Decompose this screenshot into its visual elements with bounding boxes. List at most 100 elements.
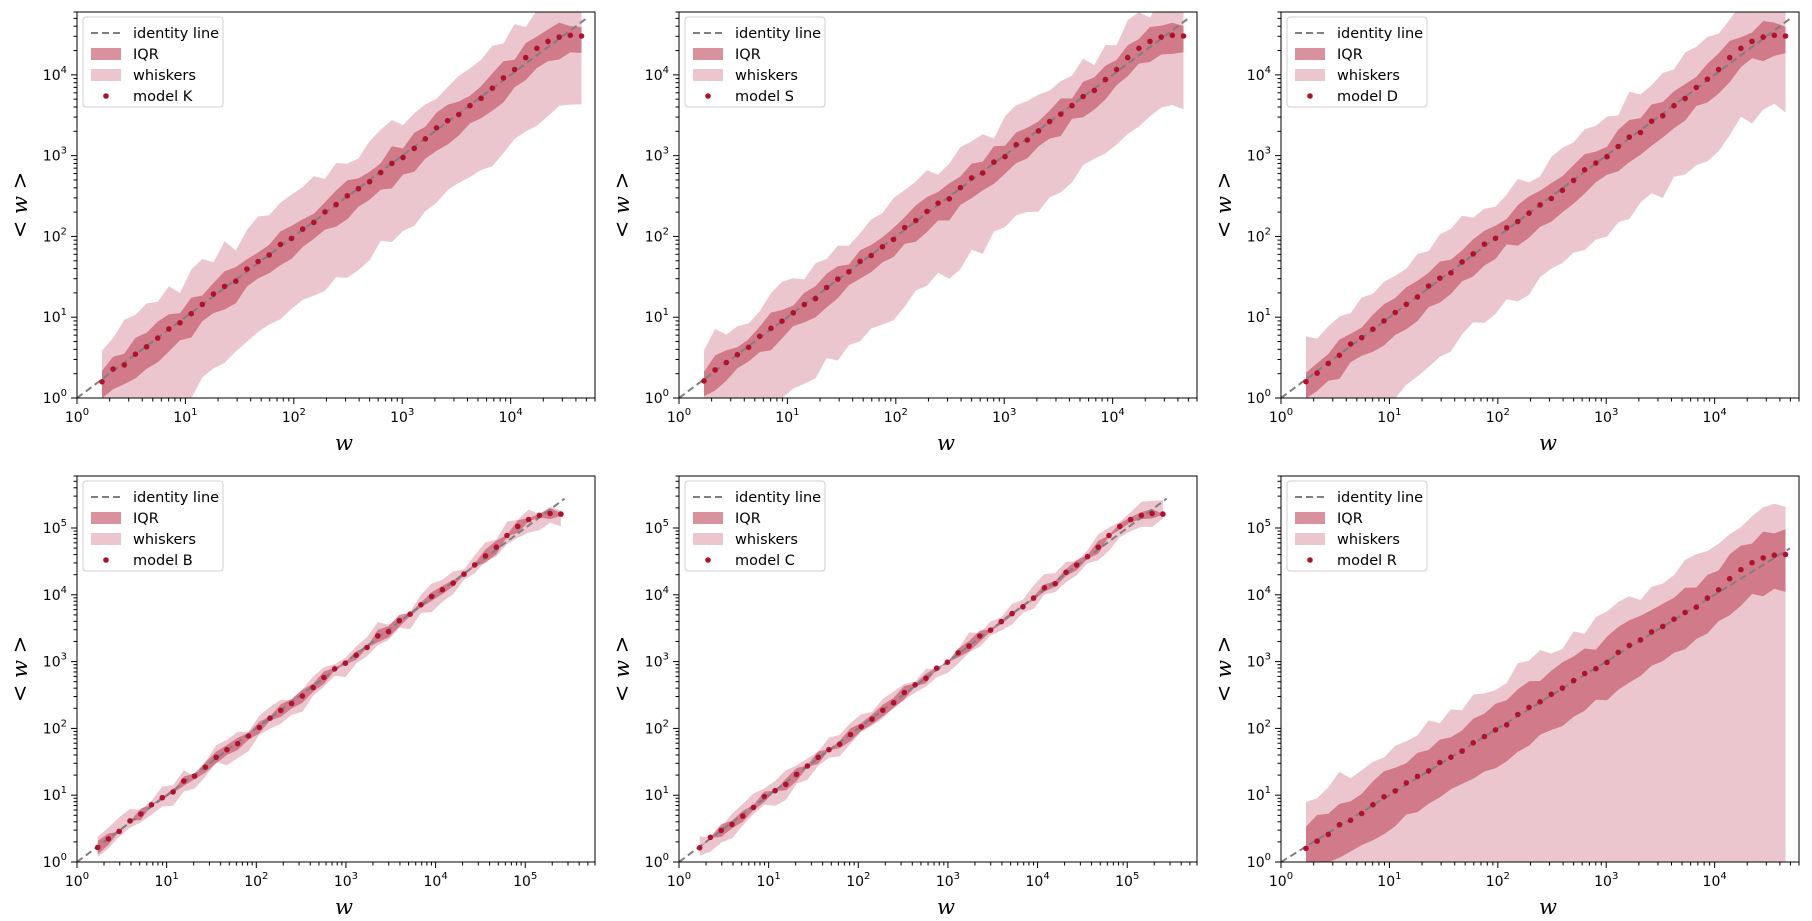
legend-whiskers-swatch: [693, 69, 723, 81]
data-point: [1358, 810, 1365, 817]
data-point: [1548, 195, 1555, 202]
data-point: [578, 33, 585, 39]
iqr-band: [699, 509, 1163, 849]
data-point: [159, 794, 166, 801]
data-point: [1347, 341, 1354, 347]
data-point: [1063, 569, 1069, 576]
plot-area: [1281, 12, 1791, 398]
data-point: [450, 580, 457, 586]
data-point: [991, 159, 997, 165]
data-point: [245, 733, 252, 739]
data-point: [1030, 595, 1037, 601]
axes-frame: [76, 475, 596, 863]
legend-entry: model D: [1337, 89, 1398, 105]
legend-box: [1286, 16, 1428, 108]
data-point: [847, 731, 854, 738]
data-point: [1024, 137, 1031, 143]
axes-frame: [1280, 475, 1800, 863]
data-point: [234, 740, 241, 747]
data-point: [1058, 111, 1064, 117]
data-point: [1738, 566, 1744, 573]
legend-entry: identity line: [133, 26, 219, 42]
data-point: [696, 845, 703, 851]
data-point: [256, 724, 263, 731]
data-point: [121, 362, 128, 368]
x-tick-label: 100: [667, 407, 691, 426]
data-point: [1325, 360, 1332, 367]
data-point: [1470, 740, 1476, 746]
legend-entry: model B: [133, 553, 193, 569]
x-tick-label: 104: [1703, 871, 1727, 890]
data-point: [1704, 595, 1711, 601]
data-point: [1392, 788, 1398, 794]
y-tick-label: 100: [1247, 852, 1271, 871]
data-point: [331, 666, 338, 672]
data-point: [1648, 118, 1655, 124]
data-point: [127, 818, 133, 824]
data-point: [366, 178, 373, 185]
data-point: [255, 258, 261, 265]
data-point: [1515, 218, 1521, 225]
data-point: [1470, 251, 1476, 257]
data-point: [511, 66, 518, 73]
legend-entry: whiskers: [133, 532, 196, 548]
data-point: [94, 844, 101, 851]
data-point: [342, 660, 349, 666]
plot-area: [679, 12, 1189, 398]
panel-model-B: 100 101 102 103 104 105 100 101 102 103 104 105 w < w…: [8, 475, 596, 919]
legend: identity line IQR whiskers model D: [1286, 16, 1428, 108]
y-tick-label: 104: [645, 65, 669, 84]
legend-box: [684, 480, 826, 572]
data-point: [525, 516, 532, 523]
data-point: [1660, 112, 1666, 119]
data-point: [1180, 33, 1187, 39]
y-tick-label: 101: [43, 785, 67, 804]
data-point: [224, 746, 230, 753]
data-point: [823, 284, 830, 291]
y-tick-label: 102: [43, 226, 67, 245]
data-point: [407, 611, 413, 617]
x-tick-label: 100: [65, 407, 89, 426]
legend-entry: identity line: [1337, 490, 1423, 506]
x-tick-label: 100: [1269, 407, 1293, 426]
data-point: [890, 236, 897, 243]
data-point: [233, 278, 239, 285]
data-point: [1570, 177, 1577, 184]
data-point: [1370, 326, 1376, 333]
data-point: [1113, 66, 1120, 73]
data-point: [1336, 821, 1343, 828]
data-point: [1080, 93, 1086, 100]
legend: identity line IQR whiskers model S: [684, 16, 826, 108]
data-point: [1117, 523, 1123, 530]
data-point: [1381, 318, 1387, 324]
x-axis-label: w: [1539, 431, 1557, 455]
legend: identity line IQR whiskers model C: [684, 480, 826, 572]
data-point: [1002, 153, 1008, 160]
legend-entry: identity line: [735, 26, 821, 42]
data-point: [1760, 34, 1766, 40]
data-point: [1091, 87, 1098, 94]
data-point: [1604, 153, 1610, 160]
data-point: [1370, 801, 1376, 808]
y-tick-label: 104: [1247, 585, 1271, 604]
y-tick-label: 102: [645, 718, 669, 737]
data-point: [1559, 187, 1566, 194]
y-tick-label: 102: [645, 226, 669, 245]
data-point: [1503, 722, 1510, 728]
legend-entry: identity line: [133, 490, 219, 506]
data-point: [1106, 532, 1112, 539]
data-point: [181, 778, 187, 784]
data-point: [955, 650, 961, 656]
data-point: [957, 184, 964, 191]
legend-whiskers-swatch: [693, 533, 723, 545]
x-tick-label: 101: [155, 871, 179, 890]
y-axis-label: < w >: [1212, 636, 1236, 703]
legend-entry: model R: [1337, 553, 1397, 569]
x-tick-label: 104: [423, 871, 447, 890]
data-point: [310, 684, 316, 691]
x-tick-label: 102: [1486, 407, 1510, 426]
data-point: [1041, 585, 1048, 591]
data-point: [1459, 259, 1465, 265]
y-tick-label: 101: [645, 785, 669, 804]
data-point: [344, 193, 351, 199]
